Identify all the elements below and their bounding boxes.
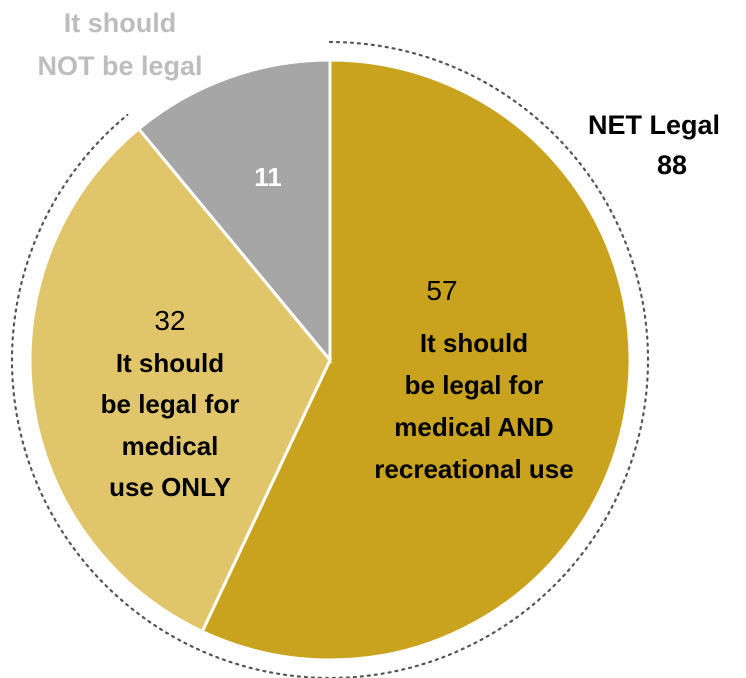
slice-caption-line: medical xyxy=(122,431,219,461)
slice-caption-line: NOT be legal xyxy=(37,51,202,81)
slice-caption-line: recreational use xyxy=(374,454,573,484)
pie-labels: 57 It should be legal for medical AND recrea… xyxy=(37,8,720,502)
net-legal-ring-arc xyxy=(10,40,650,678)
pie-slices xyxy=(28,58,632,662)
slice-caption-line: It should xyxy=(420,328,528,358)
slice-value-label: 32 xyxy=(154,305,185,336)
slice-caption-line: use ONLY xyxy=(109,472,231,502)
slice-value-label: 57 xyxy=(426,275,457,306)
slice-caption-line: It should xyxy=(64,8,176,38)
net-legal-value: 88 xyxy=(657,150,687,180)
net-legal-title: NET Legal xyxy=(588,110,720,140)
pie-slice-32 xyxy=(28,126,332,634)
pie-slice-11 xyxy=(136,58,332,365)
slice-value-label: 11 xyxy=(254,162,282,192)
slice-caption-line: It should xyxy=(116,348,224,378)
net-legal-bracket-ring xyxy=(10,40,650,678)
slice-caption-line: medical AND xyxy=(394,412,553,442)
slice-caption-line: be legal for xyxy=(101,389,240,419)
pie-slice-57 xyxy=(200,58,632,662)
slice-caption-line: be legal for xyxy=(405,370,544,400)
